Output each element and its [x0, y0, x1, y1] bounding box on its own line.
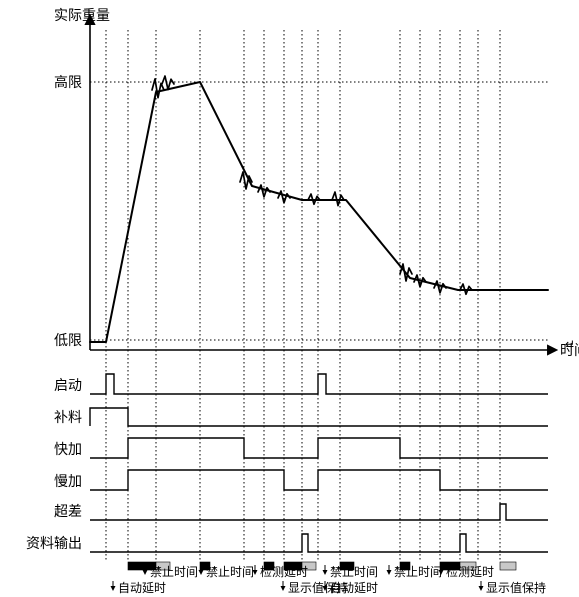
signal-trace-1 [90, 408, 548, 426]
signal-label-5: 资料输出 [26, 536, 82, 552]
bottom-label-r1-0: 禁止时间 [150, 565, 198, 579]
bottom-label-r2-2: 自动延时 [330, 581, 378, 595]
y-axis-title: 实际重量 [54, 8, 110, 24]
signal-trace-2 [90, 438, 548, 458]
signal-label-2: 快加 [54, 442, 82, 458]
ytick-high: 高限 [54, 74, 82, 91]
bottom-label-r1-1: 禁止时间 [206, 565, 254, 579]
bottom-label-r1-4: 禁止时间 [394, 565, 442, 579]
signal-trace-3 [90, 470, 548, 490]
signal-trace-5 [90, 534, 548, 552]
zigzag-6 [332, 192, 344, 206]
signal-trace-4 [90, 504, 548, 520]
signal-label-3: 慢加 [54, 473, 82, 490]
timeline-bar-10 [500, 562, 516, 570]
signal-label-0: 启动 [54, 378, 82, 394]
bottom-label-r1-5: 检测延时 [446, 564, 494, 579]
signal-trace-0 [90, 374, 548, 394]
signal-label-1: 补料 [54, 410, 82, 426]
bottom-label-r1-3: 禁止时间 [330, 565, 378, 579]
timing-diagram: 实际重量时间高限低限启动补料快加慢加超差资料输出禁止时间禁止时间检测延时禁止时间… [0, 0, 579, 597]
ytick-low: 低限 [54, 333, 82, 349]
bottom-label-r2-0: 自动延时 [118, 581, 166, 595]
return-glyph: ↵ [565, 337, 575, 351]
signal-label-4: 超差 [54, 504, 82, 520]
bottom-label-r2-3: 显示值保持 [486, 580, 546, 595]
bottom-label-r1-2: 检测延时 [260, 564, 308, 579]
weight-curve [90, 82, 548, 342]
diagram-svg: 实际重量时间高限低限启动补料快加慢加超差资料输出禁止时间禁止时间检测延时禁止时间… [0, 0, 579, 597]
